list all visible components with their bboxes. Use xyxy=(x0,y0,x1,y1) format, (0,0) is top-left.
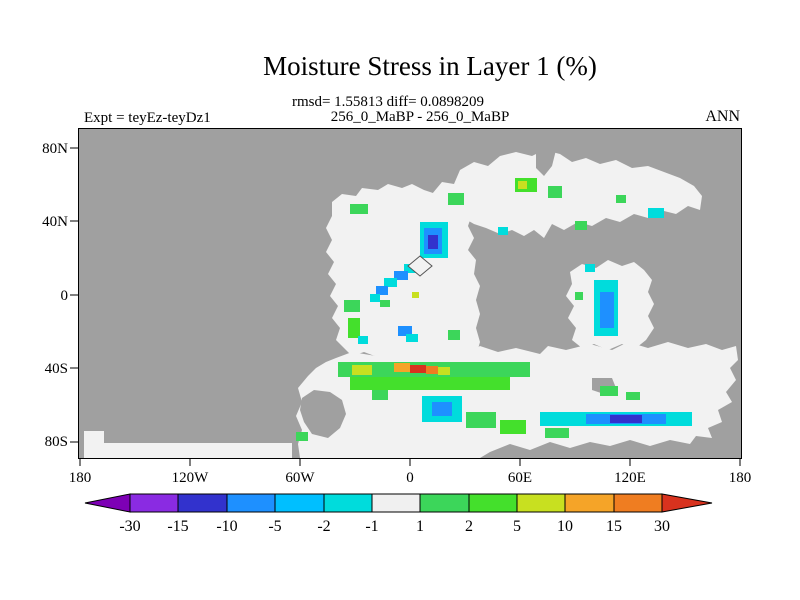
anomaly-patch xyxy=(575,221,587,230)
colorbar-label: 1 xyxy=(416,518,424,535)
y-axis-label: 40N xyxy=(42,214,68,230)
colorbar-segment xyxy=(468,493,518,513)
colorbar-segment xyxy=(371,493,421,513)
colorbar-label: 2 xyxy=(465,518,473,535)
anomaly-patch xyxy=(610,415,642,423)
anomaly-patch xyxy=(394,363,410,372)
anomaly-patch xyxy=(500,420,526,434)
colorbar-label: -5 xyxy=(268,518,281,535)
gray-notch-north xyxy=(536,150,556,176)
anomaly-patch xyxy=(575,292,583,300)
anomaly-patch xyxy=(626,392,640,400)
anomaly-patch xyxy=(352,365,372,375)
x-axis-label: 180 xyxy=(69,470,92,486)
contour-outline-diamond xyxy=(407,255,433,277)
anomaly-patch xyxy=(370,294,380,302)
anomaly-patch xyxy=(426,366,438,374)
x-axis-labels: 180 120W 60W 0 60E 120E 180 xyxy=(69,470,752,486)
colorbar: -30 -15 -10 -5 -2 -1 1 2 5 10 15 30 xyxy=(84,493,713,535)
anomaly-patch xyxy=(344,300,360,312)
colorbar-label: -10 xyxy=(216,518,237,535)
x-axis-label: 0 xyxy=(406,470,414,486)
colorbar-label: 15 xyxy=(606,518,622,535)
gray-island-southwest xyxy=(300,390,346,438)
x-axis-label: 120E xyxy=(614,470,646,486)
anomaly-patch xyxy=(398,326,412,336)
comparison-label: 256_0_MaBP - 256_0_MaBP xyxy=(331,109,510,125)
y-axis-label: 80S xyxy=(45,434,68,450)
colorbar-segment xyxy=(226,493,276,513)
colorbar-label: -2 xyxy=(317,518,330,535)
axis-ticks xyxy=(70,147,741,466)
colorbar-segment xyxy=(274,493,325,513)
colorbar-label: 5 xyxy=(513,518,521,535)
anomaly-patch xyxy=(432,402,452,416)
anomaly-patch xyxy=(296,432,308,441)
experiment-label: Expt = teyEz-teyDz1 xyxy=(84,110,211,126)
anomaly-patch xyxy=(380,300,390,307)
anomaly-patch xyxy=(438,367,450,375)
anomaly-patch xyxy=(410,365,426,373)
y-axis-label: 0 xyxy=(61,288,69,304)
anomaly-patch xyxy=(548,186,562,198)
anomaly-patch xyxy=(404,264,416,273)
anomaly-patch xyxy=(600,292,614,328)
anomaly-patch xyxy=(600,386,618,396)
y-axis-label: 80N xyxy=(42,141,68,157)
colorbar-label: 30 xyxy=(654,518,670,535)
colorbar-segment xyxy=(323,493,373,513)
colorbar-label: -15 xyxy=(167,518,188,535)
colorbar-arrow-right xyxy=(661,493,713,513)
anomaly-patch xyxy=(448,330,460,340)
plot-title: Moisture Stress in Layer 1 (%) xyxy=(263,51,597,81)
colorbar-label: -30 xyxy=(119,518,140,535)
anomaly-patch xyxy=(545,428,569,438)
y-axis-label: 40S xyxy=(45,361,68,377)
white-region-north-band xyxy=(432,150,702,238)
colorbar-label: 10 xyxy=(557,518,573,535)
anomaly-patch xyxy=(616,195,626,203)
colorbar-segment xyxy=(516,493,566,513)
x-axis-label: 60E xyxy=(508,470,532,486)
anomaly-patch xyxy=(428,235,438,249)
anomaly-patch xyxy=(358,336,368,344)
anomaly-patch xyxy=(372,390,388,400)
white-region-bottom-strip xyxy=(84,431,292,458)
y-axis-labels: 80N 40N 0 40S 80S xyxy=(42,141,68,450)
colorbar-segment xyxy=(129,493,179,513)
colorbar-segment xyxy=(419,493,470,513)
anomaly-patch xyxy=(376,286,388,295)
anomaly-patch xyxy=(648,208,664,218)
anomaly-patch xyxy=(466,412,496,428)
anomaly-patch xyxy=(406,334,418,342)
colorbar-arrow-left xyxy=(84,493,131,513)
anomaly-patch xyxy=(348,318,360,338)
colorbar-segment xyxy=(613,493,663,513)
season-label: ANN xyxy=(705,108,740,125)
anomaly-patch xyxy=(350,377,510,390)
anomaly-patch xyxy=(498,227,508,235)
anomaly-patch xyxy=(394,271,408,280)
colorbar-label: -1 xyxy=(365,518,378,535)
anomaly-patch xyxy=(518,181,527,189)
colorbar-segment xyxy=(564,493,615,513)
anomaly-patch xyxy=(585,264,595,272)
anomaly-patches xyxy=(296,178,692,441)
anomaly-patch xyxy=(448,193,464,205)
x-axis-label: 120W xyxy=(172,470,210,486)
anomaly-patch xyxy=(384,278,397,287)
colorbar-segment xyxy=(177,493,228,513)
x-axis-label: 180 xyxy=(729,470,752,486)
anomaly-patch xyxy=(412,292,419,298)
anomaly-patch xyxy=(350,204,368,214)
x-axis-label: 60W xyxy=(285,470,315,486)
stats-line: rmsd= 1.55813 diff= 0.0898209 xyxy=(292,94,484,110)
